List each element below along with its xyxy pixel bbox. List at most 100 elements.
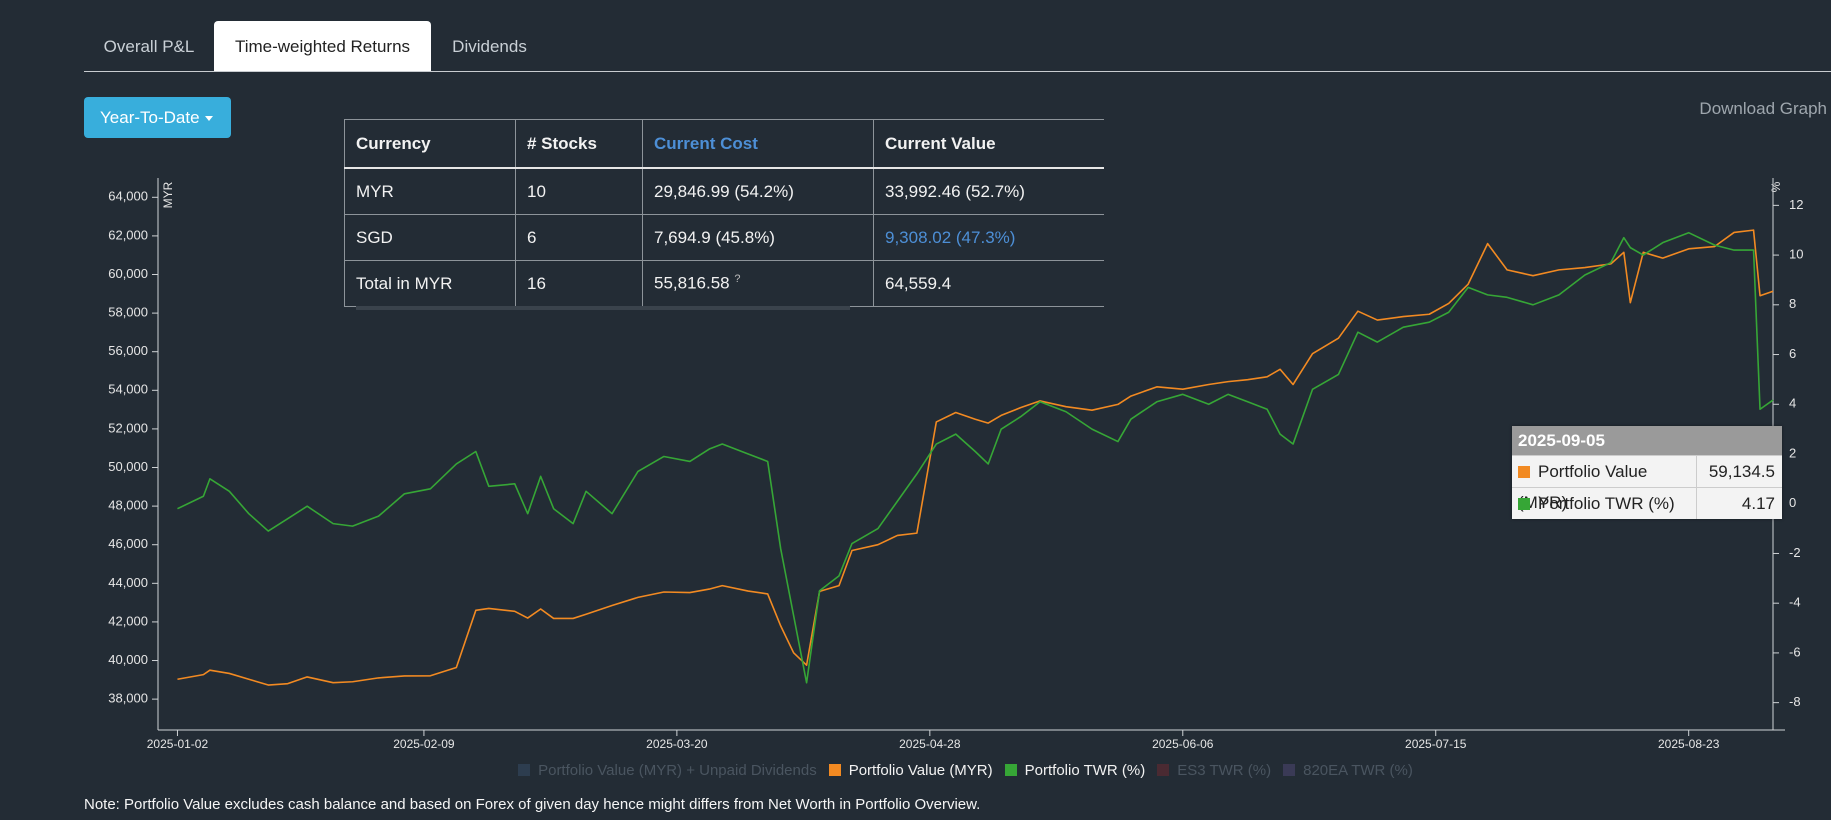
tooltip-marker (1518, 498, 1530, 510)
y-tick-label: 56,000 (108, 343, 148, 358)
y-tick-label: 60,000 (108, 266, 148, 281)
x-tick-label: 2025-04-28 (899, 737, 961, 751)
y-tick-label: 40,000 (108, 652, 148, 667)
series-line (177, 231, 1774, 684)
y-tick-label: 50,000 (108, 459, 148, 474)
legend-marker (1157, 764, 1170, 776)
x-tick-label: 2025-02-09 (393, 737, 455, 751)
cell: 64,559.4 (873, 260, 1104, 307)
table-row: MYR 10 29,846.99 (54.2%) 33,992.46 (52.7… (344, 167, 1104, 215)
y2-tick-label: 4 (1789, 396, 1796, 411)
y-tick-label: 62,000 (108, 227, 148, 242)
legend-item[interactable]: 820EA TWR (%) (1283, 762, 1413, 779)
cell: 55,816.58 ? (642, 260, 874, 307)
tooltip-series: Portfolio Value (MYR) (1518, 462, 1648, 512)
caret (204, 116, 213, 122)
y2-tick-label: 2 (1789, 445, 1796, 460)
y2-tick-label: 6 (1789, 346, 1796, 361)
tooltip-name: Portfolio Value (MYR) (1512, 456, 1697, 512)
tooltip-marker (1518, 466, 1530, 478)
legend-item[interactable]: Portfolio TWR (%) (1004, 762, 1146, 779)
header-cell[interactable]: Current Cost (642, 119, 874, 169)
y2-tick-label: -2 (1789, 545, 1801, 560)
cell: SGD (344, 214, 516, 261)
header-cell: # Stocks (515, 119, 643, 169)
scrollbar[interactable] (356, 306, 850, 310)
legend-marker (1004, 764, 1017, 776)
table-header: Currency # Stocks Current Cost Current V… (344, 119, 1104, 169)
y2-tick-label: 10 (1789, 247, 1803, 262)
tooltip-name: Portfolio TWR (%) (1512, 488, 1697, 519)
period-dropdown[interactable]: Year-To-Date (84, 97, 231, 138)
legend-label: Portfolio Value (MYR) + Unpaid Dividends (538, 762, 817, 779)
cell: Total in MYR (344, 260, 516, 307)
table-row: Total in MYR 16 55,816.58 ? 64,559.4 (344, 260, 1104, 307)
y-tick-label: 44,000 (108, 575, 148, 590)
legend-item[interactable]: ES3 TWR (%) (1157, 762, 1271, 779)
cell: 29,846.99 (54.2%) (642, 167, 874, 215)
y2-tick-label: -4 (1789, 595, 1801, 610)
y2-tick-label: -6 (1789, 644, 1801, 659)
y2-tick-label: 8 (1789, 296, 1796, 311)
legend-label: Portfolio TWR (%) (1024, 762, 1146, 779)
tooltip-value: 59,134.5 (1708, 462, 1775, 481)
x-tick-label: 2025-01-02 (147, 737, 209, 751)
cell: 33,992.46 (52.7%) (873, 167, 1104, 215)
x-tick-label: 2025-08-23 (1658, 737, 1720, 751)
legend-marker (1283, 764, 1296, 776)
y-tick-label: 46,000 (108, 536, 148, 551)
y2-tick-label: 12 (1789, 197, 1803, 212)
currency-table: Currency # Stocks Current Cost Current V… (344, 119, 1104, 307)
cell: MYR (344, 167, 516, 215)
tooltip-title: 2025-09-05 (1512, 426, 1782, 455)
cell: 9,308.02 (47.3%) (873, 214, 1104, 261)
cell: 16 (515, 260, 643, 307)
x-tick-label: 2025-07-15 (1405, 737, 1467, 751)
cell: 6 (515, 214, 643, 261)
tab[interactable]: Overall P&L (103, 37, 195, 56)
y-tick-label: 38,000 (108, 691, 148, 706)
legend-label: 820EA TWR (%) (1303, 762, 1413, 779)
period-label: Year-To-Date (100, 108, 200, 127)
tooltip-series: Portfolio TWR (%) (1538, 494, 1675, 513)
legend-label: ES3 TWR (%) (1177, 762, 1272, 779)
y-tick-label: 42,000 (108, 613, 148, 628)
tab-active[interactable]: Time-weighted Returns (214, 21, 431, 72)
tooltip: 2025-09-05 Portfolio Value (MYR) 59,134.… (1512, 426, 1782, 519)
y-axis-label: MYR (161, 181, 175, 208)
header-cell: Current Value (873, 119, 1104, 169)
cell-text: 55,816.58 (654, 273, 730, 293)
x-tick-label: 2025-03-20 (646, 737, 708, 751)
y-tick-label: 64,000 (108, 189, 148, 204)
tooltip-row: Portfolio Value (MYR) 59,134.5 (1512, 455, 1782, 512)
tab[interactable]: Dividends (452, 37, 527, 56)
table-row: SGD 6 7,694.9 (45.8%) 9,308.02 (47.3%) (344, 214, 1104, 261)
y-tick-label: 58,000 (108, 305, 148, 320)
tooltip-value: 4.17 (1741, 494, 1775, 513)
tooltip-row: Portfolio TWR (%) 4.17 (1512, 487, 1782, 519)
legend-label: Portfolio Value (MYR) (848, 762, 993, 779)
series-line (177, 229, 1774, 686)
legend-item[interactable]: Portfolio Value (MYR) + Unpaid Dividends (518, 762, 817, 779)
help-icon[interactable]: ? (734, 273, 741, 286)
tab-divider (84, 71, 1831, 72)
y-tick-label: 48,000 (108, 498, 148, 513)
legend-marker (518, 764, 531, 776)
cell: 7,694.9 (45.8%) (642, 214, 874, 261)
x-tick-label: 2025-06-06 (1152, 737, 1214, 751)
y-tick-label: 52,000 (108, 420, 148, 435)
legend-item[interactable]: Portfolio Value (MYR) (828, 762, 993, 779)
legend: Portfolio Value (MYR) + Unpaid Dividends… (158, 762, 1773, 779)
y2-tick-label: 0 (1789, 495, 1796, 510)
y2-axis-label: % (1769, 181, 1783, 192)
download-link[interactable]: Download Graph (1699, 99, 1827, 118)
y2-tick-label: -8 (1789, 694, 1801, 709)
legend-marker (828, 764, 841, 776)
y-tick-label: 54,000 (108, 382, 148, 397)
cell: 10 (515, 167, 643, 215)
header-cell: Currency (344, 119, 516, 169)
note: Note: Portfolio Value excludes cash bala… (84, 796, 981, 813)
